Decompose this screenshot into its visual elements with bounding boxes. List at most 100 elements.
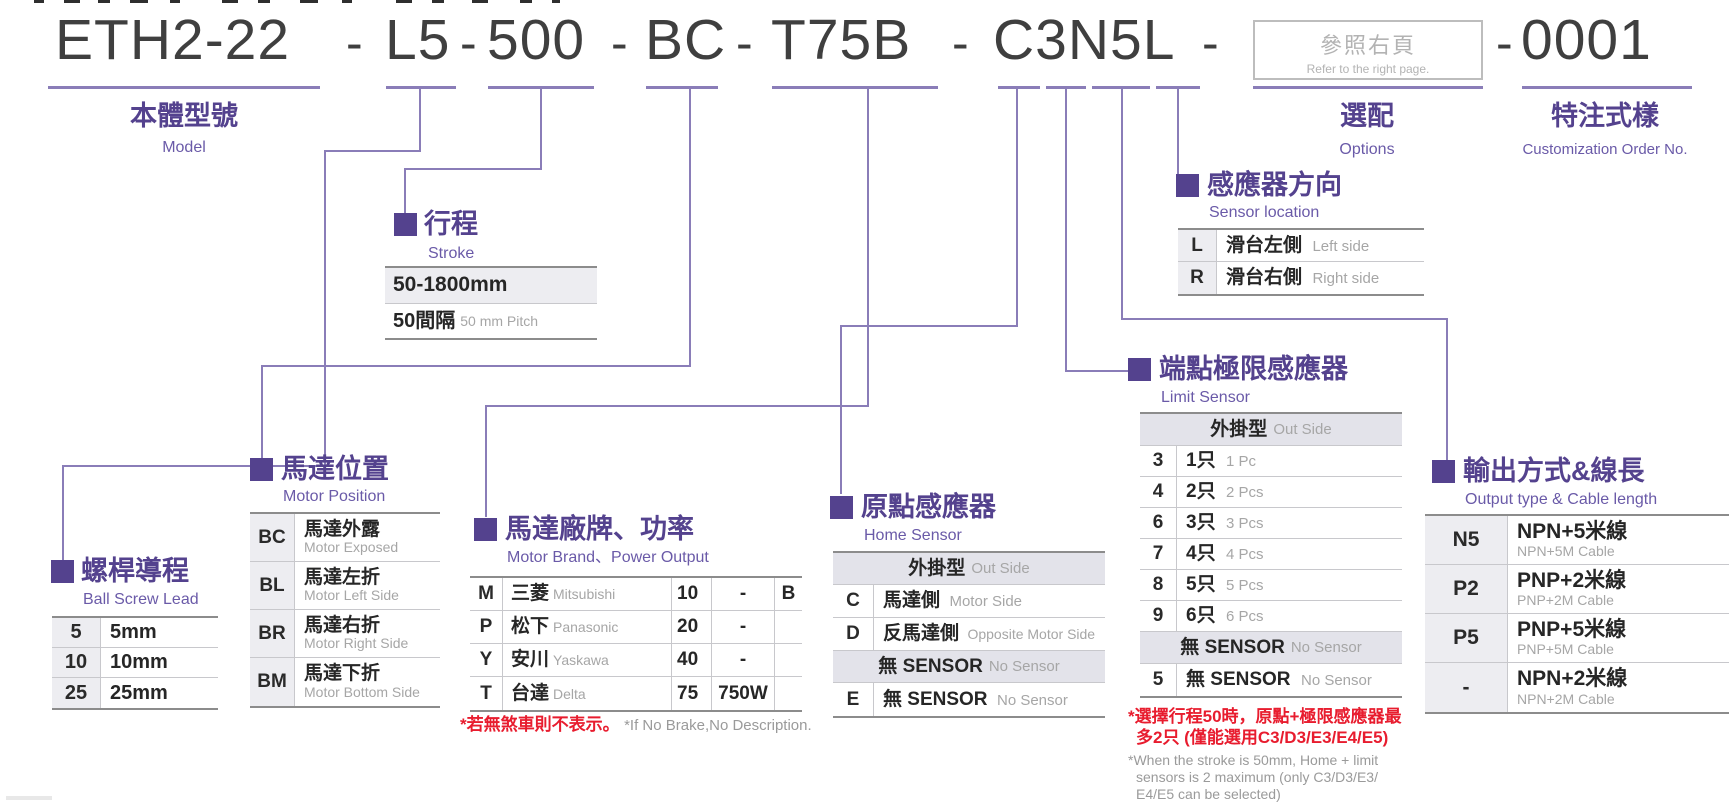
connector-line [1446, 318, 1448, 460]
table-row: P 松下 Panasonic 20 - [470, 611, 802, 644]
row-code: R [1178, 262, 1217, 294]
row-code: T [470, 677, 503, 710]
stroke-pitch-cjk: 50間隔 [393, 309, 456, 332]
cropped-text-artifact [98, 0, 110, 3]
row-cjk: 馬達側 [883, 590, 941, 611]
ball-screw-lead-subtitle: Ball Screw Lead [83, 591, 199, 608]
table-row: P5 PNP+5米線 PNP+5M Cable [1425, 614, 1729, 663]
motor-brand-table: M 三菱 Mitsubishi 10 - B P 松下 Panasonic 20… [470, 576, 802, 712]
connector-line [1065, 88, 1067, 372]
output-type-subtitle: Output type & Cable length [1465, 491, 1658, 508]
header-en: No Sensor [1290, 639, 1362, 656]
row-code: - [1425, 663, 1508, 712]
row-value: 25mm [110, 681, 168, 704]
row-cjk: 無 SENSOR [883, 688, 988, 710]
power-value: - [712, 578, 775, 610]
cropped-text-artifact [170, 0, 180, 3]
table-row: L 滑台左側 Left side [1178, 230, 1424, 262]
connector-line [867, 88, 869, 407]
table-row: 7 4只 4 Pcs [1140, 539, 1402, 570]
motor-brand-subtitle: Motor Brand、Power Output [507, 549, 709, 566]
underline-limit-sensor-code [1046, 86, 1086, 89]
ball-screw-lead-table: 5 5mm 10 10mm 25 25mm [52, 616, 218, 710]
sensor-location-subtitle: Sensor location [1209, 204, 1320, 221]
code-segment-lead: L5 [385, 8, 451, 72]
options-label: 選配 Options [1267, 94, 1467, 159]
row-code: P5 [1425, 614, 1508, 662]
table-row: M 三菱 Mitsubishi 10 - B [470, 578, 802, 611]
code-separator: - [1202, 15, 1219, 71]
row-cjk: NPN+2米線 [1517, 667, 1628, 691]
table-row: - NPN+2米線 NPN+2M Cable [1425, 663, 1729, 712]
brand-en: Delta [553, 685, 586, 702]
model-label: 本體型號 Model [84, 94, 284, 157]
row-en: No Sensor [1300, 672, 1372, 689]
motor-position-table: BC 馬達外露 Motor Exposed BL 馬達左折 Motor Left… [250, 512, 440, 708]
power-code: 75 [672, 677, 712, 710]
row-code: BC [250, 514, 295, 561]
header-cjk: 外掛型 [1210, 418, 1268, 440]
limit-sensor-table: 外掛型 Out Side 3 1只 1 Pc 4 2只 2 Pcs 6 3只 3… [1140, 412, 1402, 698]
row-code: 7 [1140, 539, 1177, 569]
row-code: 5 [52, 618, 101, 647]
connector-line [62, 465, 64, 560]
header-cjk: 外掛型 [908, 557, 966, 579]
table-row: 10 10mm [52, 648, 218, 678]
home-sensor-marker [830, 496, 853, 519]
row-code: C [833, 585, 874, 617]
underline-motor-brand [772, 86, 938, 89]
connector-line [1177, 88, 1179, 174]
table-row: C 馬達側 Motor Side [833, 585, 1105, 618]
code-separator: - [611, 15, 628, 71]
connector-line [540, 88, 542, 170]
row-en: Motor Exposed [304, 539, 399, 556]
row-cjk: 反馬達側 [883, 623, 960, 644]
row-cjk: 馬達右折 [304, 614, 381, 636]
connector-line [840, 325, 1018, 327]
row-code: BL [250, 562, 295, 609]
footnote-gray: *If No Brake,No Description. [624, 717, 812, 734]
model-label-en: Model [162, 139, 206, 156]
table-row: BM 馬達下折 Motor Bottom Side [250, 658, 440, 706]
header-cjk: 無 SENSOR [1180, 636, 1285, 658]
row-cjk: NPN+5米線 [1517, 519, 1628, 543]
row-en: 2 Pcs [1226, 484, 1264, 501]
motor-position-marker [250, 458, 273, 481]
connector-line [840, 325, 842, 494]
row-en: 3 Pcs [1226, 515, 1264, 532]
limit-sensor-note-red: *選擇行程50時，原點+極限感應器最 多2只 (僅能選用C3/D3/E3/E4/… [1128, 706, 1401, 749]
cropped-text-artifact [300, 0, 318, 3]
underline-stroke [488, 86, 594, 89]
code-segment-motor-brand: T75B [771, 8, 912, 72]
cropped-text-artifact [34, 0, 44, 3]
row-en: Opposite Motor Side [967, 626, 1096, 642]
motor-position-subtitle: Motor Position [283, 488, 386, 505]
limit-sensor-header-outside: 外掛型 Out Side [1140, 414, 1402, 446]
row-value: 5mm [110, 621, 157, 643]
ball-screw-lead-marker [51, 560, 74, 583]
header-cjk: 無 SENSOR [878, 655, 983, 677]
header-en: Out Side [971, 560, 1030, 577]
underline-home-sensor-code [998, 86, 1040, 89]
connector-line [1016, 88, 1018, 327]
code-segment-model: ETH2-22 [55, 8, 291, 72]
footnote-red: *若無煞車則不表示。 [460, 715, 620, 734]
connector-line [485, 405, 487, 517]
output-type-marker [1432, 460, 1455, 483]
motor-brand-footnote: *若無煞車則不表示。 *If No Brake,No Description. [460, 714, 812, 735]
stroke-section-marker [394, 213, 417, 236]
row-en: Left side [1312, 237, 1370, 255]
home-sensor-subtitle: Home Sensor [864, 527, 962, 544]
brand-en: Mitsubishi [553, 586, 616, 602]
table-row: P2 PNP+2米線 PNP+2M Cable [1425, 565, 1729, 614]
brand-en: Panasonic [553, 619, 619, 635]
power-value: - [712, 644, 775, 676]
options-box-text-en: Refer to the right page. [1306, 62, 1430, 76]
table-row: R 滑台右側 Right side [1178, 262, 1424, 294]
underline-model [48, 86, 320, 89]
table-row: 6 3只 3 Pcs [1140, 508, 1402, 539]
sensor-location-marker [1176, 174, 1199, 197]
row-cjk: 2只 [1186, 481, 1216, 502]
code-segment-order-no: 0001 [1521, 8, 1652, 72]
